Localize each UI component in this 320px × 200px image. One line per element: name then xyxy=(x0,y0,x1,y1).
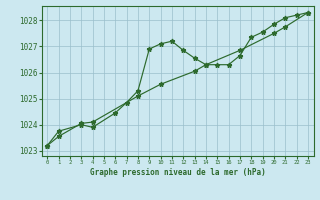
X-axis label: Graphe pression niveau de la mer (hPa): Graphe pression niveau de la mer (hPa) xyxy=(90,168,266,177)
